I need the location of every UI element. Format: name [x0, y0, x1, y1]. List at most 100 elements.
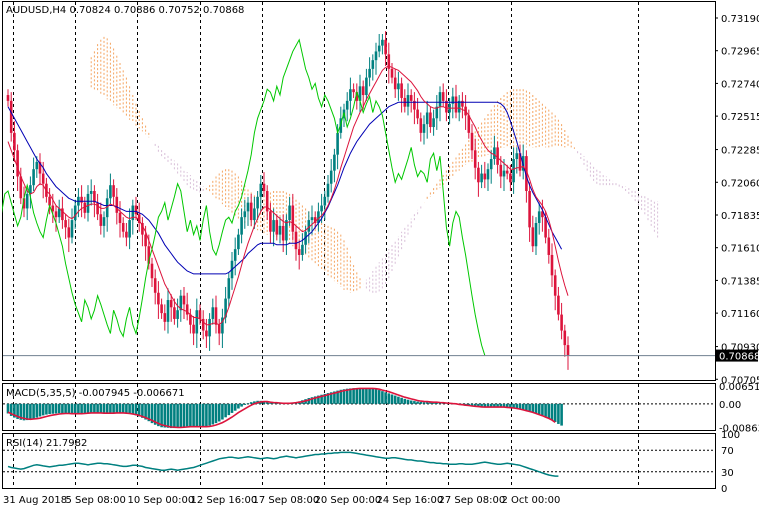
macd-bar	[528, 403, 531, 412]
macd-bar	[70, 403, 74, 415]
bull-candle	[320, 205, 323, 212]
bear-candle	[473, 150, 477, 168]
bull-candle	[25, 193, 29, 209]
bull-candle	[243, 211, 247, 218]
price-tick-label: 0.71385	[721, 276, 759, 287]
rsi-line	[7, 451, 559, 477]
macd-bar	[374, 389, 378, 404]
bear-candle	[275, 220, 279, 235]
bear-candle	[445, 100, 448, 113]
bull-candle	[195, 310, 199, 334]
macd-bar	[496, 403, 499, 408]
bull-candle	[365, 77, 368, 96]
macd-bar	[278, 403, 282, 405]
bear-candle	[41, 173, 45, 184]
bull-candle	[233, 249, 237, 261]
bear-candle	[531, 227, 535, 247]
bear-candle	[182, 295, 186, 305]
bear-candle	[384, 39, 387, 55]
macd-bar	[515, 403, 519, 409]
bear-candle	[125, 231, 128, 238]
bear-candle	[483, 173, 487, 180]
macd-bar	[211, 403, 215, 425]
bear-candle	[157, 292, 160, 305]
bull-candle	[89, 191, 93, 194]
time-tick-label: 5 Sep 08:00	[66, 495, 126, 506]
bull-candle	[323, 196, 327, 206]
bull-candle	[278, 225, 282, 235]
time-tick-label: 27 Sep 08:00	[439, 495, 506, 506]
macd-bar	[502, 403, 506, 407]
bull-candle	[35, 161, 39, 170]
macd-bar	[13, 403, 16, 418]
macd-bar	[185, 403, 189, 427]
bear-candle	[9, 100, 13, 133]
macd-bar	[342, 389, 346, 404]
macd-bar	[237, 403, 240, 409]
bear-candle	[48, 196, 51, 206]
bear-candle	[505, 170, 509, 174]
macd-bar	[147, 403, 151, 422]
macd-bar	[397, 396, 400, 404]
bull-candle	[457, 100, 461, 113]
price-tick-label: 0.71835	[721, 211, 759, 222]
bear-candle	[198, 310, 202, 319]
bull-candle	[435, 106, 439, 119]
bull-candle	[176, 310, 179, 319]
bull-candle	[227, 278, 231, 299]
bull-candle	[301, 244, 304, 255]
price-tick-label: 0.72515	[721, 112, 759, 123]
bear-candle	[6, 95, 10, 101]
bull-candle	[486, 169, 490, 180]
macd-bar	[521, 403, 525, 410]
macd-bar	[182, 403, 186, 427]
bull-candle	[317, 211, 320, 223]
bear-candle	[390, 68, 394, 78]
ichimoku-cloud	[90, 36, 659, 293]
bull-candle	[253, 208, 256, 221]
macd-bar	[6, 403, 10, 414]
macd-bar	[160, 403, 163, 428]
macd-bar	[253, 401, 256, 404]
current-price-box	[716, 349, 758, 362]
macd-bar	[310, 397, 314, 404]
macd-bar	[355, 388, 359, 404]
bear-candle	[93, 191, 96, 203]
macd-bar	[77, 403, 80, 414]
bear-candle	[173, 307, 176, 319]
macd-bar	[125, 403, 128, 414]
bull-candle	[272, 220, 275, 232]
macd-bar	[9, 403, 13, 416]
macd-bar	[240, 403, 243, 407]
bear-candle	[118, 212, 122, 223]
macd-bar	[48, 403, 51, 415]
macd-bar	[557, 403, 560, 424]
bull-candle	[397, 83, 400, 90]
time-tick-label: 20 Sep 00:00	[315, 495, 382, 506]
bear-candle	[496, 147, 499, 165]
bear-candle	[361, 86, 365, 96]
bull-candle	[29, 185, 32, 194]
bear-candle	[205, 330, 208, 337]
bear-candle	[134, 205, 138, 215]
bear-candle	[144, 234, 147, 247]
macd-bar	[473, 403, 477, 407]
bull-candle	[179, 295, 183, 311]
bear-candle	[563, 330, 567, 346]
bull-candle	[329, 170, 333, 184]
macd-bar	[509, 403, 512, 408]
bear-candle	[217, 324, 221, 334]
macd-bar	[157, 403, 160, 427]
bull-candle	[240, 217, 243, 235]
macd-bar	[483, 403, 487, 408]
macd-bar	[470, 403, 474, 407]
price-tick-label: 0.73190	[721, 14, 759, 25]
macd-bar	[83, 403, 87, 414]
bear-candle	[189, 314, 192, 325]
bear-candle	[297, 249, 301, 255]
bull-candle	[406, 95, 410, 107]
macd-bar	[249, 402, 253, 404]
candles	[6, 31, 570, 370]
macd-bar	[326, 393, 330, 404]
macd-bar	[486, 403, 490, 408]
